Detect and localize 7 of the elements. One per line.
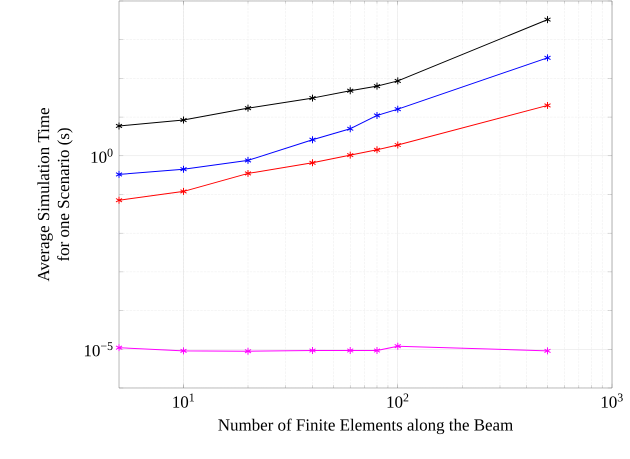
y-tick-label: 10$^{0}$ [92, 148, 113, 163]
x-tick-label: 10$^{3}$ [602, 393, 623, 408]
x-axis-title: Number of Finite Elements along the Beam [218, 418, 513, 434]
x-tick-label: 10$^{1}$ [173, 394, 194, 408]
y-axis-title: Average Simulation Time for one Scenario (s) [37, 108, 73, 282]
y-tick-label: 10$^{−5}$ [84, 342, 113, 356]
x-tick-label: 10$^{2}$ [388, 393, 408, 408]
